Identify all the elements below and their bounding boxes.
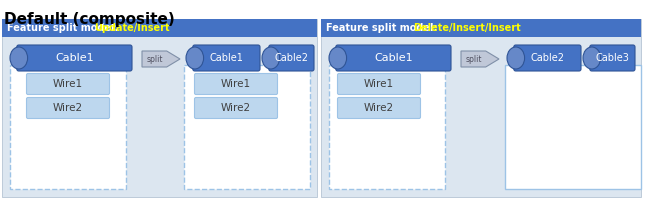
- FancyBboxPatch shape: [195, 73, 277, 95]
- Text: Feature split model:: Feature split model:: [7, 23, 122, 33]
- Text: Wire2: Wire2: [364, 103, 394, 113]
- Text: Cable3: Cable3: [595, 53, 630, 63]
- Text: Default (composite): Default (composite): [4, 12, 175, 27]
- Text: Wire1: Wire1: [221, 79, 251, 89]
- Polygon shape: [142, 51, 180, 67]
- Text: Wire2: Wire2: [221, 103, 251, 113]
- Ellipse shape: [583, 47, 600, 69]
- Text: Cable1: Cable1: [55, 53, 94, 63]
- Bar: [321, 19, 641, 37]
- Text: Feature split model:: Feature split model:: [326, 23, 441, 33]
- FancyBboxPatch shape: [195, 98, 277, 118]
- Bar: [10, 65, 126, 189]
- Ellipse shape: [507, 47, 524, 69]
- Text: split: split: [146, 55, 163, 63]
- Text: split: split: [465, 55, 482, 63]
- FancyBboxPatch shape: [193, 45, 260, 71]
- FancyBboxPatch shape: [269, 45, 314, 71]
- Polygon shape: [461, 51, 499, 67]
- FancyBboxPatch shape: [26, 73, 110, 95]
- FancyBboxPatch shape: [337, 98, 421, 118]
- FancyBboxPatch shape: [590, 45, 635, 71]
- FancyBboxPatch shape: [337, 73, 421, 95]
- Text: Update/Insert: Update/Insert: [94, 23, 170, 33]
- Bar: [321, 19, 641, 197]
- Ellipse shape: [10, 47, 28, 69]
- Text: Cable2: Cable2: [530, 53, 564, 63]
- Text: Cable2: Cable2: [274, 53, 308, 63]
- Ellipse shape: [186, 47, 204, 69]
- Ellipse shape: [262, 47, 279, 69]
- FancyBboxPatch shape: [514, 45, 581, 71]
- Text: Cable1: Cable1: [374, 53, 413, 63]
- Bar: [2, 19, 317, 37]
- Text: Wire1: Wire1: [53, 79, 83, 89]
- FancyBboxPatch shape: [17, 45, 132, 71]
- Text: Cable1: Cable1: [210, 53, 243, 63]
- FancyBboxPatch shape: [336, 45, 451, 71]
- Bar: [184, 65, 310, 189]
- Ellipse shape: [329, 47, 346, 69]
- FancyBboxPatch shape: [26, 98, 110, 118]
- Text: Delete/Insert/Insert: Delete/Insert/Insert: [413, 23, 521, 33]
- Bar: [329, 65, 445, 189]
- Bar: [2, 19, 317, 197]
- Text: Wire1: Wire1: [364, 79, 394, 89]
- Bar: [505, 65, 641, 189]
- Text: Wire2: Wire2: [53, 103, 83, 113]
